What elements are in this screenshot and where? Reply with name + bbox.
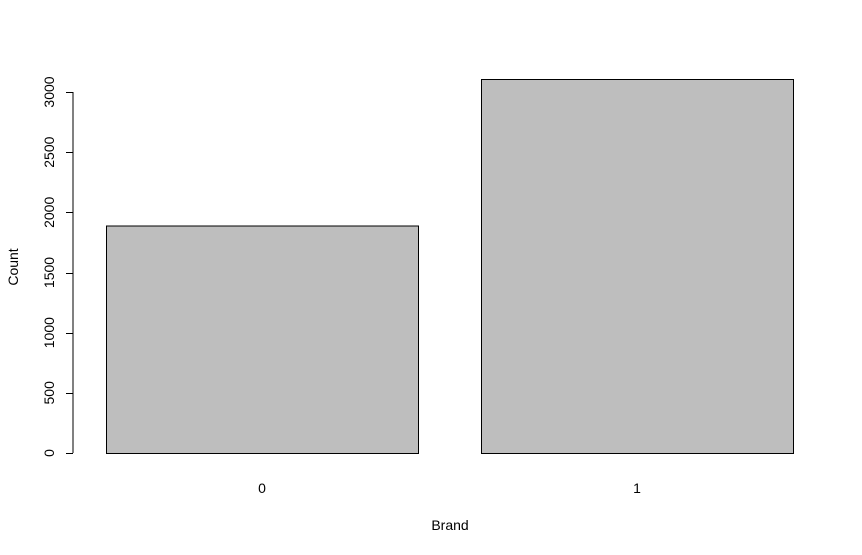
y-tick-label-3000: 3000 xyxy=(41,76,57,107)
y-axis: 0 500 1000 1500 2000 2500 3000 xyxy=(41,76,74,457)
x-tick-label-0: 0 xyxy=(258,480,266,496)
bar-0 xyxy=(106,225,419,454)
y-axis-title: Count xyxy=(5,248,21,285)
y-tick-label-2000: 2000 xyxy=(41,197,57,228)
y-tick-label-2500: 2500 xyxy=(41,136,57,167)
y-tick-label-1500: 1500 xyxy=(41,257,57,288)
x-axis-title: Brand xyxy=(431,517,468,533)
x-tick-label-1: 1 xyxy=(633,480,641,496)
bars xyxy=(106,78,794,454)
bar-1 xyxy=(481,78,794,454)
y-tick-label-500: 500 xyxy=(41,381,57,405)
y-tick-label-0: 0 xyxy=(41,449,57,457)
y-tick-label-1000: 1000 xyxy=(41,317,57,348)
